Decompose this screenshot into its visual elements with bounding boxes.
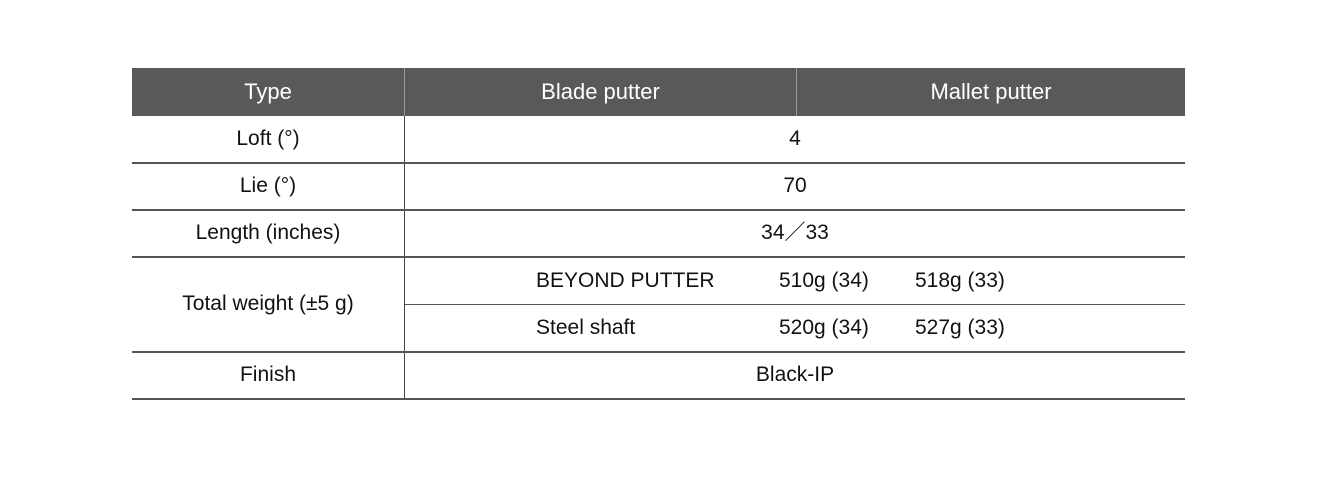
subrow-divider [405, 304, 1185, 305]
shaft-name: Steel shaft [536, 316, 636, 339]
row-divider [132, 351, 1185, 353]
header-mallet-putter: Mallet putter [930, 79, 1052, 104]
header-divider [796, 68, 797, 116]
weight-34: 520g (34) [779, 316, 869, 339]
row-value: Black-IP [755, 363, 835, 386]
row-label: Length (inches) [195, 221, 341, 244]
shaft-name: BEYOND PUTTER [536, 269, 715, 292]
row-divider [132, 256, 1185, 258]
weight-33: 527g (33) [915, 316, 1005, 339]
row-label: Total weight (±5 g) [182, 292, 354, 315]
row-label: Lie (°) [239, 174, 297, 197]
row-divider [132, 209, 1185, 211]
column-divider [404, 116, 405, 400]
row-label: Finish [239, 363, 297, 386]
header-divider [404, 68, 405, 116]
row-label: Loft (°) [236, 127, 300, 150]
row-value: 4 [789, 127, 801, 150]
weight-34: 510g (34) [779, 269, 869, 292]
header-blade-putter: Blade putter [541, 79, 660, 104]
row-value: 34／33 [761, 221, 829, 244]
row-value: 70 [783, 174, 807, 197]
header-type: Type [244, 79, 292, 104]
row-divider [132, 162, 1185, 164]
weight-33: 518g (33) [915, 269, 1005, 292]
table-header: Type Blade putter Mallet putter [132, 68, 1185, 116]
row-divider [132, 398, 1185, 400]
